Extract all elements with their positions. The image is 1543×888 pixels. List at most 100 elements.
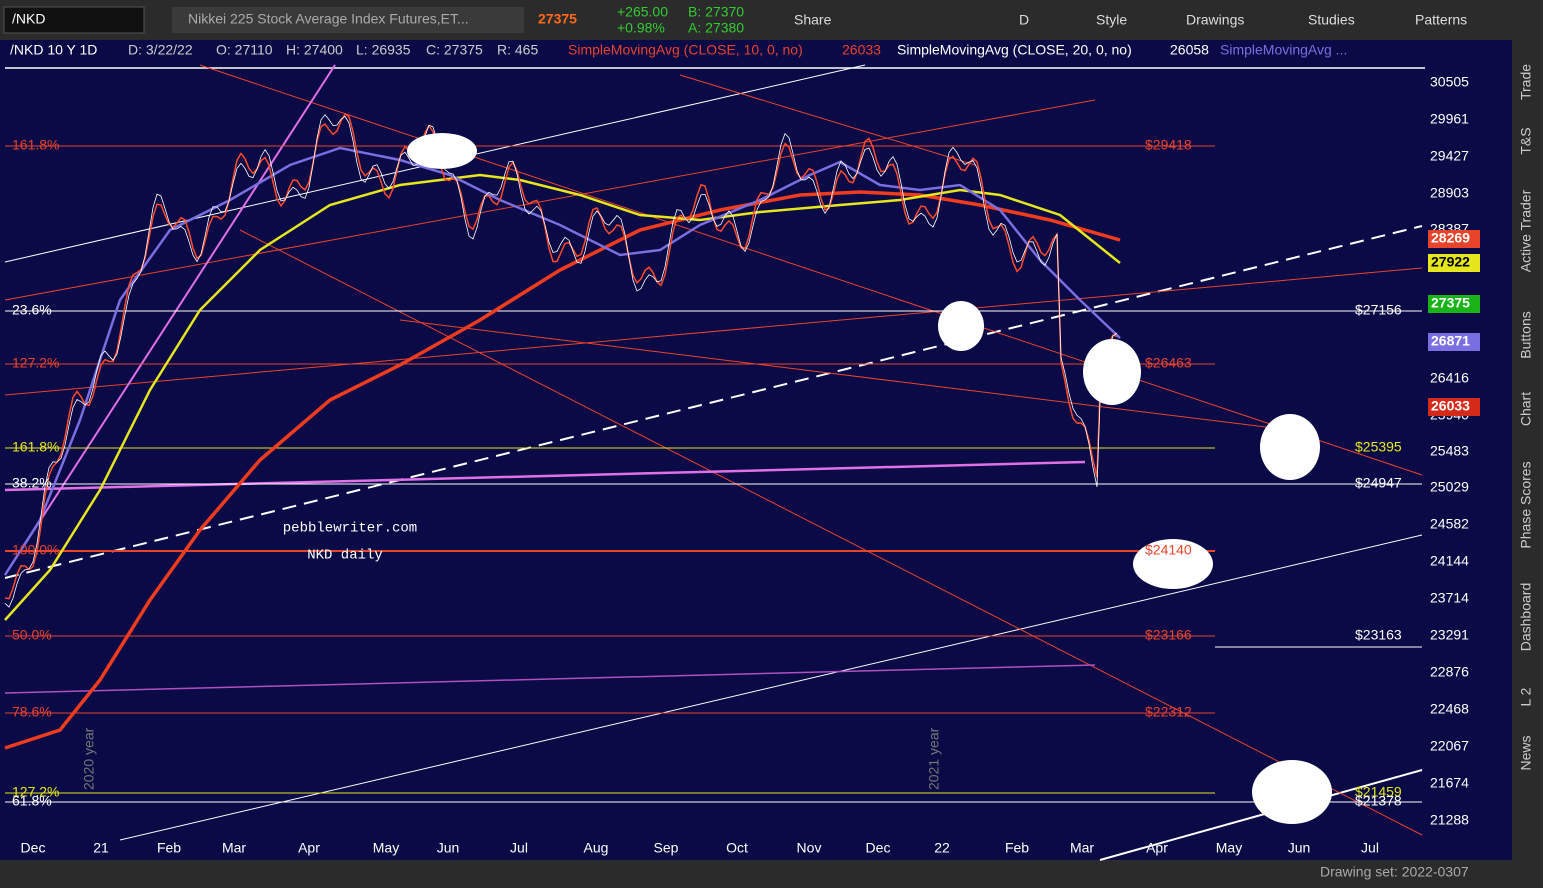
level-label-left: 100.0%: [12, 542, 59, 558]
level-label-left: 127.2%: [12, 784, 59, 800]
ask: A: 27380: [688, 20, 744, 36]
time-tick-label: Jul: [510, 840, 528, 856]
change-pct: +0.98%: [617, 20, 665, 36]
toolbar-button[interactable]: Patterns: [1415, 12, 1467, 28]
level-label-left: 161.8%: [12, 137, 59, 153]
time-tick-label: Mar: [222, 840, 246, 856]
time-tick-label: Oct: [726, 840, 748, 856]
drawing-set: Drawing set: 2022-0307: [1320, 864, 1469, 880]
price-badge-label: 27922: [1431, 254, 1470, 270]
trend-line: [199, 64, 1423, 476]
time-tick-label: Nov: [797, 840, 822, 856]
toolbar-button[interactable]: Share: [794, 12, 832, 28]
price-tick-label: 28903: [1430, 185, 1469, 201]
price-badge: [1428, 230, 1480, 248]
moving-average: [4, 114, 1118, 608]
toolbar-button[interactable]: Studies: [1308, 12, 1355, 28]
level-label-right: $24947: [1355, 475, 1402, 491]
level-label-right: $24140: [1145, 542, 1192, 558]
price-tick-label: 21674: [1430, 775, 1469, 791]
level-label-right: $21459: [1355, 784, 1402, 800]
highlight-circle: [938, 301, 984, 351]
time-tick-label: Aug: [584, 840, 609, 856]
chart-area: [0, 40, 1425, 860]
toolbar-button[interactable]: Style: [1096, 12, 1127, 28]
info-text: R: 465: [497, 42, 538, 58]
trend-line: [4, 99, 1096, 301]
symbol[interactable]: /NKD: [12, 11, 45, 27]
info-text: D: 3/22/22: [128, 42, 193, 58]
info-text: 26058: [1170, 42, 1209, 58]
price-tick-label: 22468: [1430, 701, 1469, 717]
time-tick-label: Sep: [654, 840, 679, 856]
price-tick-label: 25483: [1430, 443, 1469, 459]
sidebar-tab[interactable]: Trade: [1518, 64, 1534, 100]
info-text: H: 27400: [286, 42, 343, 58]
level-label-left: 127.2%: [12, 355, 59, 371]
price-tick-label: 21288: [1430, 812, 1469, 828]
drawings: [3, 64, 1425, 861]
info-text: SimpleMovingAvg (CLOSE, 20, 0, no): [897, 42, 1132, 58]
highlight-circle: [1260, 414, 1320, 480]
last-price: 27375: [538, 11, 577, 27]
time-tick-label: Apr: [298, 840, 320, 856]
info-text: 26033: [842, 42, 881, 58]
trend-line: [399, 319, 1291, 431]
level-label-left: 161.8%: [12, 439, 59, 455]
trend-line: [679, 74, 976, 166]
time-tick-label: Jun: [437, 840, 460, 856]
price-tick-label: 24582: [1430, 516, 1469, 532]
price-tick-label: 23714: [1430, 590, 1469, 606]
trend-line: [4, 225, 1423, 579]
toolbar-button[interactable]: Drawings: [1186, 12, 1244, 28]
highlight-circle: [1252, 760, 1332, 824]
time-tick-label: Jul: [1361, 840, 1379, 856]
level-label-right: $23163: [1355, 627, 1402, 643]
moving-average: [4, 190, 1121, 750]
time-tick-label: Apr: [1146, 840, 1168, 856]
price-badge-label: 26871: [1431, 333, 1470, 349]
level-label-left: 50.0%: [12, 627, 52, 643]
price-badge-label: 28269: [1431, 230, 1470, 246]
info-text: SimpleMovingAvg (CLOSE, 10, 0, no): [568, 42, 803, 58]
sidebar-tab[interactable]: Active Trader: [1518, 189, 1534, 272]
trend-line: [4, 64, 336, 576]
price-badge: [1428, 398, 1480, 416]
sidebar-tab[interactable]: Buttons: [1518, 311, 1534, 358]
sidebar-tab[interactable]: Chart: [1518, 392, 1534, 426]
moving-average: [4, 173, 1121, 621]
price-tick-label: 22876: [1430, 664, 1469, 680]
symbol-box[interactable]: [3, 6, 145, 34]
highlight-circle: [407, 133, 477, 169]
sidebar-tab[interactable]: T&S: [1518, 127, 1534, 154]
level-label-right: $23166: [1145, 627, 1192, 643]
level-label-right: $29418: [1145, 137, 1192, 153]
info-text: SimpleMovingAvg ...: [1220, 42, 1347, 58]
price-axis: [1425, 40, 1512, 860]
info-text: C: 27375: [426, 42, 483, 58]
trend-line: [1099, 769, 1423, 861]
price-tick-label: 29961: [1430, 111, 1469, 127]
sidebar-tab[interactable]: Dashboard: [1518, 583, 1534, 652]
highlight-circle: [1133, 539, 1213, 589]
sidebar-tab[interactable]: Phase Scores: [1518, 461, 1534, 548]
change: +265.00: [617, 4, 668, 20]
info-text: L: 26935: [356, 42, 411, 58]
watermark: pebblewriter.com: [283, 521, 417, 537]
price-badge: [1428, 333, 1480, 351]
level-label-right: $26463: [1145, 355, 1192, 371]
price-badge: [1428, 254, 1480, 272]
sidebar-tab[interactable]: News: [1518, 735, 1534, 770]
price-badge-label: 27375: [1431, 295, 1470, 311]
toolbar-button[interactable]: D: [1019, 12, 1029, 28]
price-tick-label: 22067: [1430, 738, 1469, 754]
time-tick-label: Dec: [21, 840, 46, 856]
description: Nikkei 225 Stock Average Index Futures,E…: [188, 11, 469, 27]
sidebar-tab[interactable]: L 2: [1518, 687, 1534, 706]
trend-line: [119, 534, 1423, 841]
level-label-left: 61.8%: [12, 793, 52, 809]
time-tick-label: May: [373, 840, 399, 856]
price-badge: [1428, 295, 1480, 313]
level-label-left: 38.2%: [12, 475, 52, 491]
